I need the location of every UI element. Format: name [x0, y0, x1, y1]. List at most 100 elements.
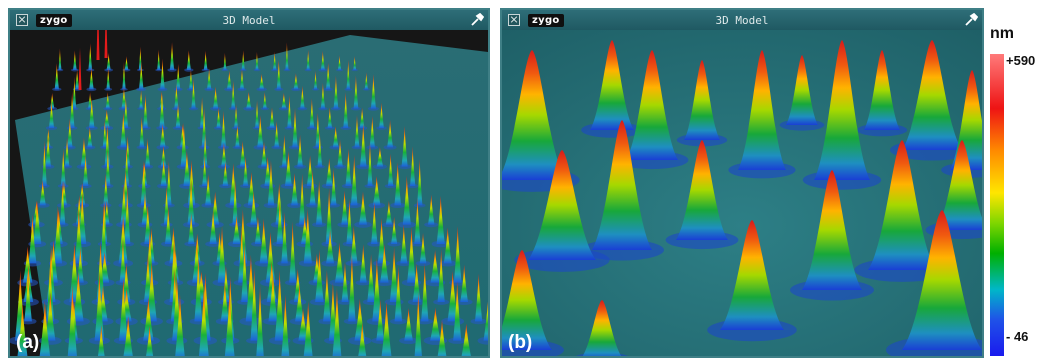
surface-spike — [121, 87, 127, 109]
surface-spike — [341, 262, 349, 302]
surface-spike — [176, 63, 181, 90]
surface-base — [350, 106, 362, 111]
3d-surface-view-a[interactable]: (a) — [10, 30, 488, 356]
surface-spike — [224, 291, 235, 356]
surface-spike — [123, 97, 129, 128]
surface-spike — [404, 307, 413, 341]
surface-spike — [243, 156, 249, 186]
surface-base — [383, 144, 397, 150]
surface-spike — [281, 92, 287, 109]
surface-spike — [330, 167, 337, 206]
surface-base — [297, 106, 308, 111]
surface-spike — [239, 140, 246, 167]
surface-spike — [175, 293, 185, 356]
surface-spike — [250, 267, 258, 341]
surface-base — [136, 145, 147, 150]
surface-spike — [337, 55, 342, 70]
surface-spike — [59, 180, 66, 225]
surface-spike — [159, 123, 166, 148]
surface-spike — [189, 69, 193, 90]
surface-spike — [199, 96, 205, 128]
surface-spike — [276, 199, 284, 244]
wrench-icon[interactable] — [964, 13, 978, 27]
surface-spike — [49, 92, 55, 109]
surface-spike — [139, 90, 143, 109]
surface-spike — [402, 175, 411, 225]
surface-spike — [123, 315, 133, 356]
close-icon[interactable] — [16, 14, 28, 26]
wrench-icon[interactable] — [470, 13, 484, 27]
surface-spike — [94, 271, 105, 341]
surface-spike — [323, 270, 331, 322]
surface-spike — [350, 154, 358, 206]
3d-surface-view-b[interactable]: (b) — [502, 30, 982, 356]
surface-spike — [320, 50, 325, 70]
surface-base — [156, 145, 169, 150]
surface-spike — [67, 118, 73, 148]
surface-base — [311, 88, 320, 91]
surface-base — [346, 202, 362, 209]
surface-spike — [346, 198, 353, 244]
surface-spike — [460, 264, 468, 302]
surface-base — [366, 145, 379, 150]
surface-spike — [474, 273, 483, 322]
surface-spike — [303, 208, 312, 264]
surface-spike — [284, 151, 292, 186]
close-icon[interactable] — [508, 14, 520, 26]
surface-spike — [104, 123, 111, 167]
surface-spike — [254, 216, 262, 244]
surface-spike — [346, 59, 351, 90]
surface-peak — [626, 50, 678, 160]
surface-base — [470, 318, 487, 325]
surface-spike — [188, 213, 195, 244]
surface-spike — [285, 42, 289, 70]
surface-spike — [437, 319, 447, 356]
surface-spike — [259, 73, 265, 90]
surface-peak — [720, 220, 784, 330]
surface-spike — [48, 100, 55, 128]
surface-spike — [247, 171, 255, 206]
surface-spike — [124, 56, 129, 70]
surface-spike — [410, 146, 416, 186]
surface-spike — [315, 112, 321, 148]
surface-spike — [166, 160, 172, 206]
surface-spike — [359, 244, 367, 283]
surface-spike — [105, 148, 111, 186]
surface-base — [323, 87, 333, 92]
legend-min-value: - 46 — [1006, 329, 1029, 344]
surface-spike — [187, 159, 196, 206]
surface-spike — [327, 107, 333, 128]
surface-spike — [78, 48, 82, 90]
surface-spike — [255, 100, 259, 128]
surface-spike — [102, 120, 107, 148]
surface-spike — [106, 67, 111, 90]
surface-spike — [437, 249, 445, 302]
surface-base — [232, 145, 243, 150]
surface-spike — [205, 174, 212, 206]
surface-spike — [364, 72, 368, 90]
surface-base — [277, 260, 292, 266]
surface-spike — [45, 133, 51, 167]
surface-spike — [74, 206, 83, 264]
model-window-b: zygo 3D Model (b) — [500, 8, 984, 358]
surface-spike — [334, 242, 345, 283]
surface-spike — [376, 146, 384, 167]
surface-peak — [902, 210, 982, 350]
surface-spike — [309, 98, 315, 128]
surface-spike — [103, 173, 109, 206]
surface-spike — [372, 257, 382, 322]
surface-spike — [401, 125, 408, 167]
surface-spike — [264, 156, 272, 186]
panel-label-b: (b) — [508, 332, 533, 353]
surface-spike — [104, 30, 108, 58]
surface-spike — [103, 109, 110, 128]
surface-spike — [239, 68, 245, 90]
surface-spike — [120, 183, 128, 225]
surface-spike — [332, 126, 339, 148]
surface-spike — [303, 301, 313, 356]
surface-spike — [358, 322, 367, 356]
surface-spike — [24, 273, 32, 322]
surface-spike — [69, 243, 80, 302]
model-window-a: zygo 3D Model — [8, 8, 490, 358]
surface-base — [397, 164, 412, 170]
